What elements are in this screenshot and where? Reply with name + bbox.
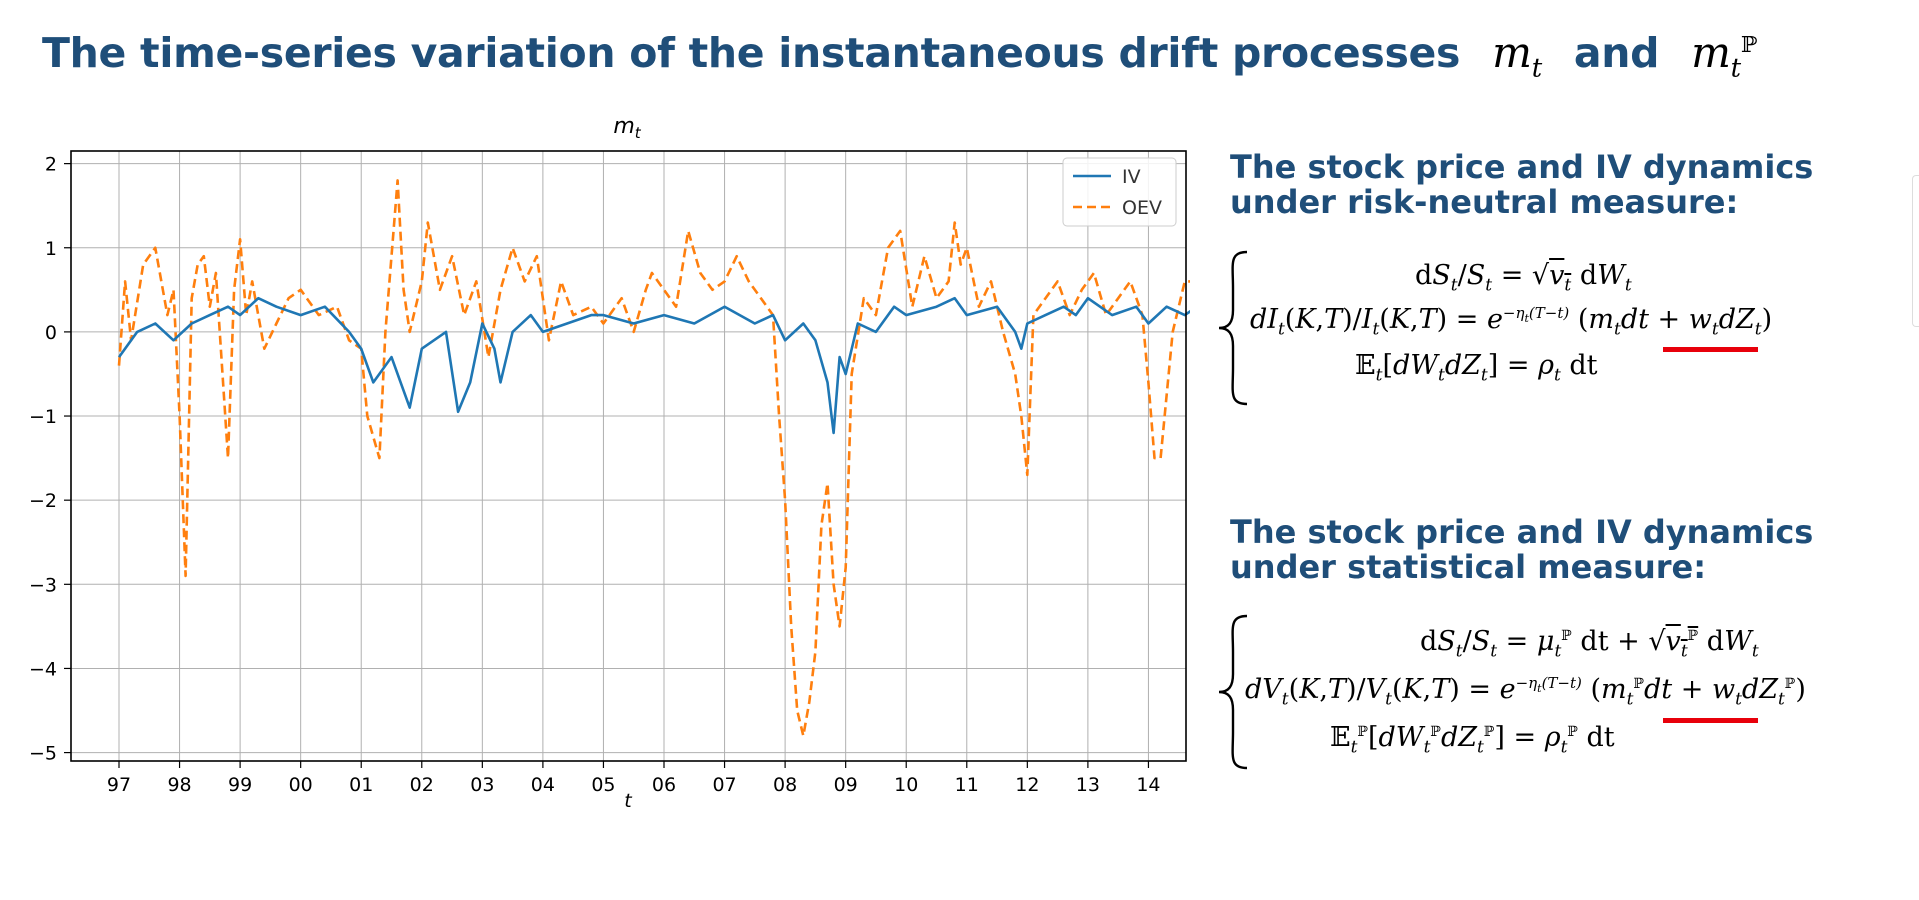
x-tick-label: 10 bbox=[894, 774, 918, 796]
x-tick-label: 12 bbox=[1015, 774, 1039, 796]
x-tick-label: 08 bbox=[773, 774, 797, 796]
x-tick-label: 09 bbox=[834, 774, 858, 796]
legend-label-iv: IV bbox=[1122, 166, 1141, 188]
series-line-oev bbox=[117, 179, 1190, 738]
left-brace-icon bbox=[1218, 614, 1248, 770]
legend-label-oev: OEV bbox=[1122, 197, 1162, 219]
title-math-m-t-p: mtℙ bbox=[1691, 28, 1758, 84]
x-tick-label: 11 bbox=[955, 774, 979, 796]
x-tick-label: 04 bbox=[531, 774, 555, 796]
x-tick-label: 00 bbox=[289, 774, 313, 796]
x-tick-label: 03 bbox=[470, 774, 494, 796]
y-tick-label: −2 bbox=[29, 490, 57, 512]
rn-eq-iv: dIt(K,T)/It(K,T) = e−ηt(T−t) (mtdt + wtd… bbox=[1250, 304, 1773, 340]
rn-drift-highlight bbox=[1663, 347, 1758, 352]
y-tick-label: −1 bbox=[29, 406, 57, 428]
title-math-m-t: mt bbox=[1492, 28, 1542, 84]
left-brace-icon bbox=[1218, 250, 1248, 406]
y-tick-label: −3 bbox=[29, 574, 57, 596]
y-tick-label: 2 bbox=[45, 154, 57, 176]
x-ticks: 97989900010203040506070809101112131415 bbox=[107, 761, 1161, 796]
drift-line-chart: mt 9798990001020304050607080910111213141… bbox=[29, 114, 1190, 812]
p-eq-stock: dSt/St = μtℙ dt + √vtℙ dWt bbox=[1420, 626, 1759, 662]
rn-eq-stock: dSt/St = √vt dWt bbox=[1415, 260, 1632, 296]
slide-title: The time-series variation of the instant… bbox=[42, 28, 1775, 83]
statistical-heading: The stock price and IV dynamics under st… bbox=[1230, 513, 1814, 586]
plot-frame bbox=[70, 150, 1187, 762]
p-eq-iv: dVt(K,T)/Vt(K,T) = e−ηt(T−t) (mtℙdt + wt… bbox=[1245, 674, 1806, 710]
risk-neutral-heading: The stock price and IV dynamics under ri… bbox=[1230, 148, 1814, 221]
x-tick-label: 01 bbox=[349, 774, 373, 796]
series-layer bbox=[117, 179, 1190, 738]
x-tick-label: 05 bbox=[591, 774, 615, 796]
series-line-iv bbox=[117, 296, 1190, 435]
x-tick-label: 02 bbox=[410, 774, 434, 796]
p-eq-corr: 𝔼tℙ[dWtℙdZtℙ] = ρtℙ dt bbox=[1330, 722, 1615, 758]
statistical-equations: dSt/St = μtℙ dt + √vtℙ dWt dVt(K,T)/Vt(K… bbox=[1215, 612, 1905, 772]
rn-eq-corr: 𝔼t[dWtdZt] = ρt dt bbox=[1355, 350, 1598, 386]
risk-neutral-equations: dSt/St = √vt dWt dIt(K,T)/It(K,T) = e−ηt… bbox=[1215, 248, 1905, 408]
x-tick-label: 07 bbox=[712, 774, 736, 796]
y-tick-label: 0 bbox=[45, 322, 57, 344]
legend: IV OEV bbox=[1062, 157, 1177, 227]
p-drift-highlight bbox=[1663, 718, 1758, 723]
y-tick-label: −5 bbox=[29, 743, 57, 765]
x-tick-label: 97 bbox=[107, 774, 131, 796]
chart-title: mt bbox=[613, 114, 641, 142]
x-tick-label: 98 bbox=[167, 774, 191, 796]
x-tick-label: 99 bbox=[228, 774, 252, 796]
scrollbar-edge[interactable] bbox=[1912, 175, 1919, 327]
x-axis-label: t bbox=[624, 790, 633, 812]
y-ticks: 2 1 0 −1 −2 −3 −4 −5 bbox=[29, 154, 71, 765]
slide-title-text: The time-series variation of the instant… bbox=[42, 29, 1461, 77]
slide-title-conj: and bbox=[1573, 29, 1660, 77]
y-tick-label: −4 bbox=[29, 658, 57, 680]
y-tick-label: 1 bbox=[45, 238, 57, 260]
x-tick-label: 14 bbox=[1136, 774, 1160, 796]
x-tick-label: 06 bbox=[652, 774, 676, 796]
x-tick-label: 13 bbox=[1076, 774, 1100, 796]
grid bbox=[71, 151, 1186, 761]
